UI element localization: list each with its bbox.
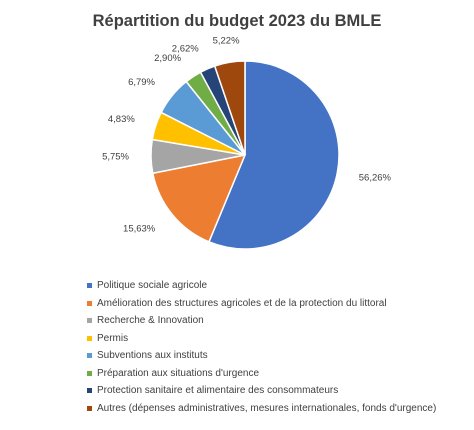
slice-label-6: 2,90% [154, 53, 181, 64]
legend-item: Autres (dépenses administratives, mesure… [87, 400, 436, 418]
legend-label: Politique sociale agricole [97, 280, 208, 292]
slice-label-5: 6,79% [128, 77, 155, 88]
legend-item: Amélioration des structures agricoles et… [87, 295, 436, 313]
legend-swatch [87, 300, 92, 306]
legend-swatch [87, 388, 92, 394]
pie-slices [150, 60, 340, 250]
legend-swatch [87, 370, 92, 376]
slice-label-3: 5,75% [102, 152, 129, 163]
pie-chart: 56,26% 15,63% 5,75% 4,83% 6,79% 2,90%2,62% 5,2… [102, 36, 392, 250]
legend-label: Autres (dépenses administratives, mesure… [97, 402, 437, 414]
slice-label-2: 15,63% [123, 224, 156, 235]
pie-slice-2 [151, 153, 247, 243]
pie-slice-1 [207, 60, 340, 250]
legend-item: Politique sociale agricole [87, 277, 436, 295]
chart-title: Répartition du budget 2023 du BMLE [92, 12, 382, 30]
slice-label-1: 56,26% [359, 173, 392, 184]
slice-label-7: 2,62% [172, 44, 199, 55]
legend-item: Permis [87, 330, 436, 348]
legend-swatch [87, 353, 92, 359]
pie-slice-8 [213, 60, 246, 156]
slice-label-8: 5,22% [213, 36, 240, 47]
legend-label: Préparation aux situations d'urgence [97, 367, 260, 379]
chart-legend: Politique sociale agricole Amélioration d… [87, 277, 436, 417]
slice-label-4: 4,83% [108, 114, 135, 125]
legend-label: Protection sanitaire et alimentaire des … [97, 385, 339, 397]
pie-labels: 56,26% 15,63% 5,75% 4,83% 6,79% 2,90%2,62% 5,2… [102, 36, 391, 235]
legend-label: Permis [97, 332, 129, 344]
legend-label: Recherche & Innovation [97, 315, 204, 327]
legend-label: Amélioration des structures agricoles et… [97, 297, 387, 309]
legend-item: Subventions aux instituts [87, 347, 436, 365]
legend-swatch [87, 318, 92, 324]
legend-swatch [87, 335, 92, 341]
legend-item: Préparation aux situations d'urgence [87, 365, 436, 383]
legend-item: Recherche & Innovation [87, 312, 436, 330]
legend-item: Protection sanitaire et alimentaire des … [87, 382, 436, 400]
legend-swatch [87, 283, 92, 289]
legend-label: Subventions aux instituts [97, 350, 208, 362]
legend-swatch [87, 405, 92, 411]
